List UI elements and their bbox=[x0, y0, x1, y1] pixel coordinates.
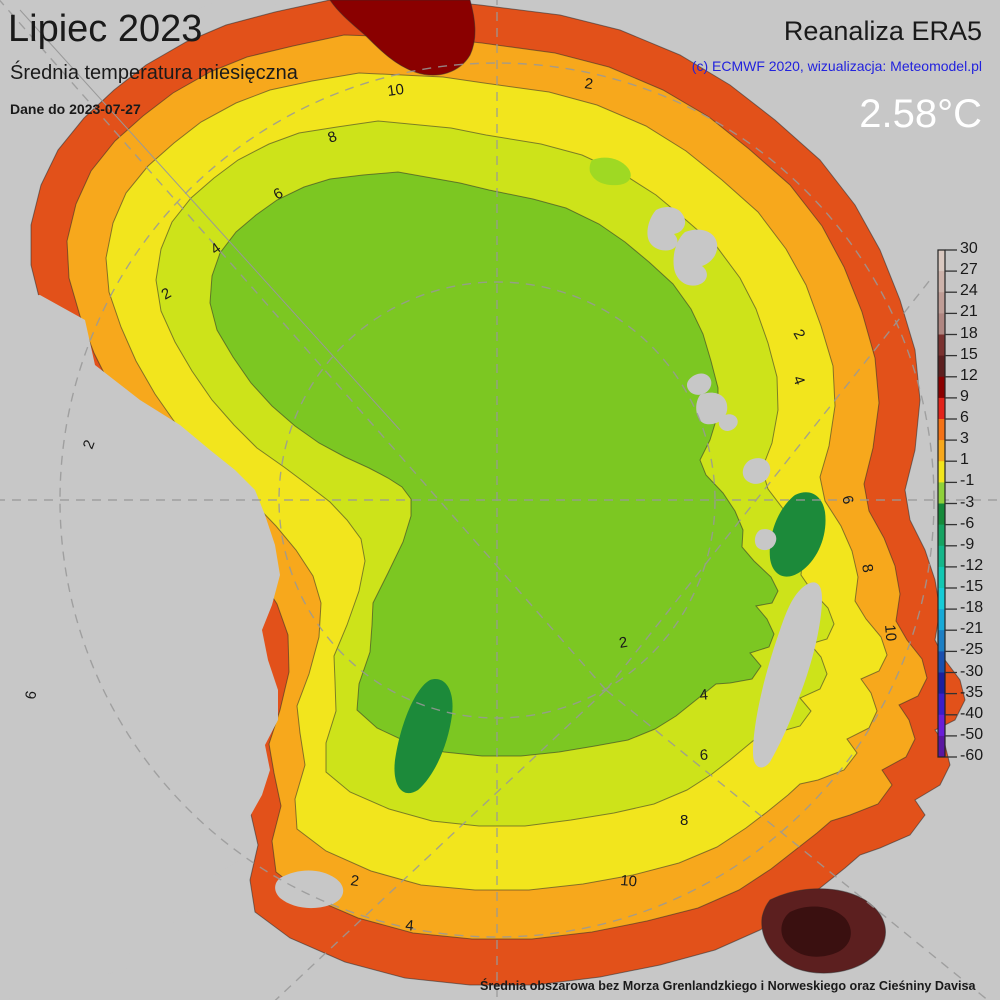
svg-text:6: 6 bbox=[699, 747, 708, 764]
svg-text:10: 10 bbox=[386, 81, 405, 100]
svg-text:4: 4 bbox=[699, 686, 709, 704]
svg-text:8: 8 bbox=[680, 812, 688, 829]
svg-text:10: 10 bbox=[620, 872, 638, 890]
svg-text:10: 10 bbox=[881, 624, 899, 642]
svg-text:4: 4 bbox=[405, 917, 415, 935]
